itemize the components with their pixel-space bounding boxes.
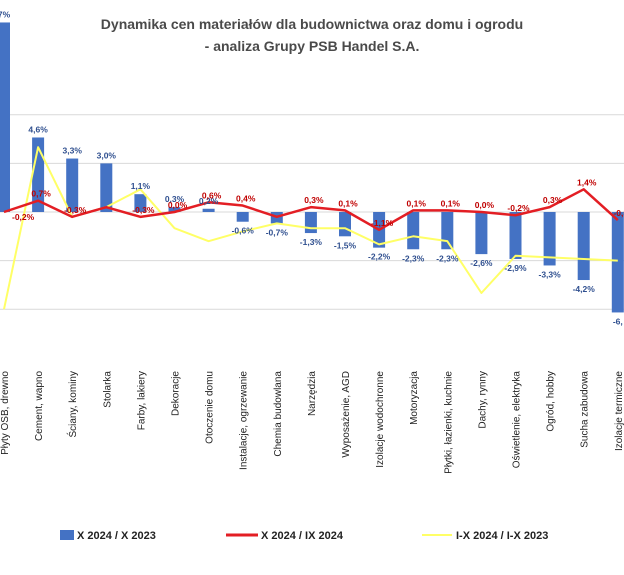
category-label-1: Cement, wapno (34, 371, 45, 441)
mom-label-16: 0,3% (543, 195, 563, 205)
bar-label-0: 7% (0, 9, 11, 19)
category-label-8: Chemia budowlana (273, 371, 284, 457)
mom-label-6: 0,6% (202, 190, 222, 200)
bar-label-2: 3,3% (63, 146, 83, 156)
mom-label-7: 0,4% (236, 194, 256, 204)
bar-label-3: 3,0% (97, 150, 117, 160)
mom-label-18: -0,5 (613, 208, 624, 218)
bar-label-5: 0,3% (165, 194, 185, 204)
category-label-13: Płytki, łazienki, kuchnie (443, 371, 454, 474)
bar-13 (441, 212, 454, 250)
category-label-0: Płyty OSB, drewno (0, 371, 11, 455)
bar-10 (339, 212, 351, 237)
category-label-14: Dachy, rynny (477, 371, 488, 429)
category-label-3: Stolarka (102, 371, 113, 408)
bar-17 (577, 212, 590, 281)
bar-label-8: -0,7% (266, 227, 289, 237)
category-label-2: Ściany, kominy (66, 371, 79, 438)
mom-label-9: 0,3% (304, 195, 324, 205)
series-line-mom (3, 188, 619, 232)
bar-4 (134, 194, 147, 212)
mom-label-15: -0,2% (507, 203, 530, 213)
legend-swatch-bars (60, 530, 74, 540)
bar-label-15: -2,9% (504, 263, 527, 273)
bar-label-13: -2,3% (436, 253, 459, 263)
category-label-4: Farby, lakiery (136, 371, 147, 430)
mom-label-11: -1,1% (371, 218, 394, 228)
mom-label-14: 0,0% (475, 200, 495, 210)
mom-label-17: 1,4% (577, 177, 597, 187)
bar-9 (304, 212, 317, 234)
mom-label-4: -0,3% (132, 205, 155, 215)
category-label-10: Wyposażenie, AGD (341, 371, 352, 458)
ytd-label-1: -0,2% (12, 212, 35, 222)
bar-label-4: 1,1% (131, 181, 151, 191)
bar-label-1: 4,6% (28, 124, 48, 134)
bar-label-17: -4,2% (573, 284, 596, 294)
bar-label-14: -2,6% (470, 258, 493, 268)
legend-label-mom: X 2024 / IX 2024 (261, 530, 344, 542)
bar-label-9: -1,3% (300, 237, 323, 247)
mom-label-5: 0,0% (168, 200, 188, 210)
bar-label-12: -2,3% (402, 253, 425, 263)
bar-7 (236, 212, 249, 222)
chart-title: Dynamika cen materiałów dla budownictwa … (100, 16, 524, 32)
category-label-18: Izolacje termiczne (614, 371, 624, 451)
category-label-16: Ogród, hobby (546, 371, 557, 432)
bar-label-11: -2,2% (368, 252, 391, 262)
mom-label-12: 0,1% (407, 198, 427, 208)
bar-18 (611, 212, 624, 313)
category-label-17: Sucha zabudowa (580, 371, 591, 448)
category-label-5: Dekoracje (171, 371, 182, 416)
bar-12 (407, 212, 420, 250)
bar-label-16: -3,3% (538, 269, 561, 279)
bar-15 (509, 212, 522, 259)
legend-label-ytd: I-X 2024 / I-X 2023 (456, 530, 548, 542)
bar-2 (66, 158, 79, 212)
mom-label-2: -0,3% (64, 205, 87, 215)
series-line-ytd (3, 146, 618, 310)
mom-label-1: 0,7% (31, 189, 51, 199)
category-label-9: Narzędzia (307, 371, 318, 416)
bar-6 (202, 208, 215, 212)
category-label-7: Instalacje, ogrzewanie (239, 371, 250, 470)
mom-label-13: 0,1% (441, 198, 461, 208)
bar-16 (543, 212, 556, 266)
bar-label-10: -1,5% (334, 240, 357, 250)
bar-0 (0, 22, 10, 213)
bar-label-18: -6, (613, 316, 623, 326)
bar-label-7: -0,6% (232, 226, 255, 236)
chart-subtitle: - analiza Grupy PSB Handel S.A. (204, 38, 420, 54)
category-label-11: Izolacje wodochronne (375, 371, 386, 468)
bar-14 (475, 212, 488, 255)
bar-label-6: 0,2% (199, 196, 219, 206)
legend-label-bars: X 2024 / X 2023 (77, 530, 156, 542)
bar-3 (100, 163, 113, 212)
category-label-6: Otoczenie domu (205, 371, 216, 444)
mom-label-10: 0,1% (338, 198, 358, 208)
bar-5 (168, 207, 181, 212)
bar-1 (32, 137, 45, 212)
category-label-15: Oświetlenie, elektryka (512, 371, 523, 469)
category-label-12: Motoryzacja (409, 371, 420, 425)
